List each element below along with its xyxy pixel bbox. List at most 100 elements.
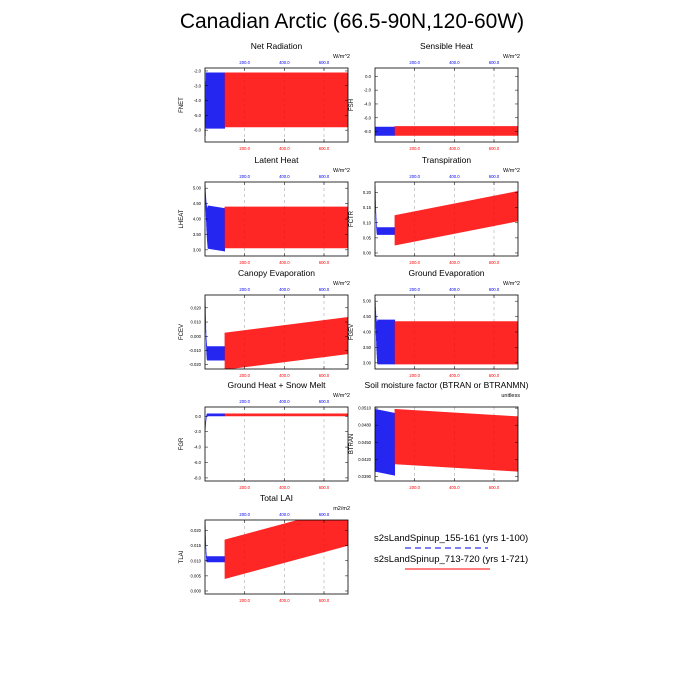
x-tick-label-bottom: 400.0 <box>279 373 290 378</box>
y-tick-label: -4.0 <box>194 445 202 450</box>
x-tick-label-top: 200.0 <box>409 174 420 179</box>
y-tick-label: 0.015 <box>191 543 202 548</box>
series-line-run2 <box>394 321 518 365</box>
x-tick-label-bottom: 600.0 <box>319 598 330 603</box>
x-tick-label-top: 400.0 <box>279 512 290 517</box>
series-line-run1 <box>205 413 226 431</box>
y-tick-label: 0.010 <box>191 558 202 563</box>
x-tick-label-bottom: 600.0 <box>489 485 500 490</box>
panel-title: Transpiration <box>422 155 472 165</box>
panel-title: Total LAI <box>260 493 293 503</box>
y-axis-label: FGEV <box>349 324 355 340</box>
series-line-run2 <box>224 206 348 249</box>
x-tick-label-bottom: 600.0 <box>319 146 330 151</box>
x-tick-label-bottom: 200.0 <box>409 260 420 265</box>
y-tick-label: -5.0 <box>194 113 202 118</box>
series-line-run1 <box>375 297 396 365</box>
panel-title: Latent Heat <box>255 155 300 165</box>
data-area <box>375 126 518 136</box>
panel-unit: W/m^2 <box>503 54 520 60</box>
panel-title: Ground Heat + Snow Melt <box>227 380 326 390</box>
x-tick-label-top: 600.0 <box>489 174 500 179</box>
x-tick-label-bottom: 600.0 <box>319 373 330 378</box>
x-tick-label-bottom: 400.0 <box>279 260 290 265</box>
y-tick-label: 4.00 <box>193 217 202 222</box>
panel-title: Sensible Heat <box>420 41 474 51</box>
series-line-run1 <box>375 408 396 476</box>
y-tick-label: -8.0 <box>194 475 202 480</box>
data-area <box>205 184 348 252</box>
x-tick-label-top: 600.0 <box>489 287 500 292</box>
x-tick-label-top: 600.0 <box>319 512 330 517</box>
plot-frame <box>374 181 519 257</box>
x-tick-label-bottom: 200.0 <box>409 485 420 490</box>
y-tick-label: 0.0450 <box>358 440 371 445</box>
x-tick-label-top: 400.0 <box>279 287 290 292</box>
y-axis-label: LHEAT <box>179 209 185 228</box>
panel-ground-heat-snow-melt: Ground Heat + Snow Melt W/m^2 0.0 -2.0 -4.0 -… <box>179 380 350 490</box>
y-tick-label: 0.0 <box>195 414 201 419</box>
y-tick-label: 0.020 <box>191 528 202 533</box>
panel-unit: W/m^2 <box>333 54 350 60</box>
figure-title: Canadian Arctic (66.5-90N,120-60W) <box>180 10 524 33</box>
x-tick-label-top: 400.0 <box>279 174 290 179</box>
panel-canopy-evaporation: Canopy Evaporation W/m^2 0.020 0.010 0.000 -0… <box>179 268 350 378</box>
x-tick-label-top: 200.0 <box>409 60 420 65</box>
y-tick-label: 0.20 <box>363 190 372 195</box>
y-tick-label: 5.00 <box>193 186 202 191</box>
x-tick-label-top: 400.0 <box>449 174 460 179</box>
y-tick-label: 5.00 <box>363 299 372 304</box>
x-tick-label-bottom: 400.0 <box>449 485 460 490</box>
panel-unit: m2/m2 <box>333 506 350 512</box>
x-tick-label-bottom: 200.0 <box>409 373 420 378</box>
legend: s2sLandSpinup_155-161 (yrs 1-100) s2sLan… <box>374 533 528 570</box>
x-tick-label-bottom: 400.0 <box>449 146 460 151</box>
legend-label-run1: s2sLandSpinup_155-161 (yrs 1-100) <box>374 533 528 544</box>
data-area <box>205 297 348 369</box>
series-line-run2 <box>224 413 348 417</box>
x-tick-label-top: 200.0 <box>239 60 250 65</box>
y-tick-label: -2.0 <box>194 68 202 73</box>
x-tick-label-bottom: 400.0 <box>279 485 290 490</box>
x-tick-label-bottom: 600.0 <box>319 485 330 490</box>
y-tick-label: 4.50 <box>363 314 372 319</box>
data-area <box>205 520 348 579</box>
y-tick-label: 4.00 <box>363 330 372 335</box>
panel-unit: W/m^2 <box>503 281 520 287</box>
y-tick-label: 0.0420 <box>358 457 371 462</box>
data-area <box>375 408 518 476</box>
y-tick-label: -0.020 <box>189 362 202 367</box>
x-tick-label-bottom: 600.0 <box>489 146 500 151</box>
x-tick-label-bottom: 200.0 <box>409 146 420 151</box>
y-axis-label: FNET <box>179 97 185 113</box>
panel-total-lai: Total LAI m2/m2 0.020 0.015 0.010 0.005 0.000 T… <box>179 493 350 603</box>
y-tick-label: 0.15 <box>363 205 372 210</box>
y-tick-label: 0.0480 <box>358 423 371 428</box>
plot-frame <box>204 294 349 370</box>
y-tick-label: -4.0 <box>364 101 372 106</box>
data-area <box>375 186 518 246</box>
panel-sensible-heat: Sensible Heat W/m^2 0.0 -2.0 -4.0 -6.0 -8.0 FSH… <box>349 41 520 151</box>
data-area <box>205 72 348 137</box>
x-tick-label-top: 400.0 <box>449 60 460 65</box>
y-tick-label: -6.0 <box>194 128 202 133</box>
x-tick-label-bottom: 600.0 <box>319 260 330 265</box>
data-area <box>205 413 348 431</box>
x-tick-label-top: 200.0 <box>239 174 250 179</box>
series-line-run1 <box>205 297 226 361</box>
x-tick-label-bottom: 200.0 <box>239 598 250 603</box>
x-tick-label-bottom: 600.0 <box>489 373 500 378</box>
x-tick-label-top: 600.0 <box>319 399 330 404</box>
x-tick-label-bottom: 200.0 <box>239 373 250 378</box>
series-line-run1 <box>375 126 396 136</box>
plot-frame <box>374 67 519 143</box>
panel-net-radiation: Net Radiation W/m^2 -2.0 -3.0 -4.0 -5.0 -6.0 FN… <box>179 41 350 151</box>
panel-transpiration: Transpiration W/m^2 0.20 0.15 0.10 0.05 0.00 FC… <box>349 155 520 265</box>
y-tick-label: 3.50 <box>363 345 372 350</box>
panel-latent-heat: Latent Heat W/m^2 5.00 4.50 4.00 3.50 3.00 LHEA… <box>179 155 350 265</box>
y-tick-label: -2.0 <box>194 429 202 434</box>
series-line-run1 <box>205 72 226 137</box>
y-tick-label: 0.000 <box>191 334 202 339</box>
y-tick-label: -6.0 <box>194 460 202 465</box>
